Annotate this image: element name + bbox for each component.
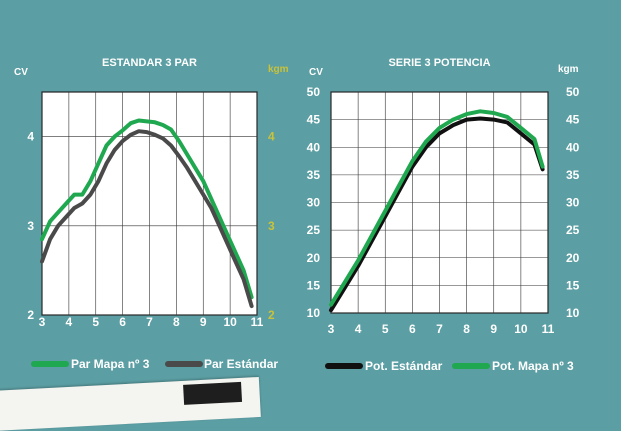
series-line-1 bbox=[40, 118, 254, 300]
y-tick-label: 15 bbox=[307, 278, 321, 292]
paper-dark-block bbox=[183, 381, 243, 405]
y2-axis-label: kgm bbox=[558, 64, 579, 75]
chart-title: ESTANDAR 3 PAR bbox=[102, 57, 197, 69]
x-tick-label: 7 bbox=[146, 315, 153, 329]
y-tick-label: 2 bbox=[27, 308, 34, 322]
x-tick-label: 8 bbox=[173, 315, 180, 329]
x-tick-label: 9 bbox=[490, 322, 497, 336]
x-tick-label: 8 bbox=[463, 322, 470, 336]
x-tick-label: 9 bbox=[200, 315, 207, 329]
y2-tick-label: 4 bbox=[268, 130, 275, 144]
legend-label: Pot. Mapa nº 3 bbox=[492, 359, 574, 373]
x-tick-label: 4 bbox=[66, 315, 73, 329]
x-tick-label: 10 bbox=[223, 315, 237, 329]
y-tick-label: 30 bbox=[307, 196, 321, 210]
legend-label: Par Estándar bbox=[204, 357, 278, 371]
y2-tick-label: 45 bbox=[566, 113, 580, 127]
y2-tick-label: 40 bbox=[566, 140, 580, 154]
legend-label: Par Mapa nº 3 bbox=[71, 357, 150, 371]
x-tick-label: 3 bbox=[328, 322, 335, 336]
x-tick-label: 6 bbox=[119, 315, 126, 329]
x-tick-label: 4 bbox=[355, 322, 362, 336]
chart-title: SERIE 3 POTENCIA bbox=[388, 57, 490, 69]
y-axis-label: CV bbox=[309, 67, 323, 78]
x-tick-label: 6 bbox=[409, 322, 416, 336]
y-tick-label: 35 bbox=[307, 168, 321, 182]
y2-tick-label: 30 bbox=[566, 196, 580, 210]
y2-tick-label: 3 bbox=[268, 219, 275, 233]
y2-tick-label: 10 bbox=[566, 306, 580, 320]
x-tick-label: 5 bbox=[92, 315, 99, 329]
y-axis-label: CV bbox=[14, 67, 28, 78]
series-line-2 bbox=[329, 109, 545, 307]
y-tick-label: 10 bbox=[307, 306, 321, 320]
x-tick-label: 10 bbox=[514, 322, 528, 336]
y-tick-label: 45 bbox=[307, 113, 321, 127]
y2-tick-label: 35 bbox=[566, 168, 580, 182]
legend-label: Pot. Estándar bbox=[365, 359, 443, 373]
x-tick-label: 3 bbox=[39, 315, 46, 329]
y-tick-label: 3 bbox=[27, 219, 34, 233]
y2-tick-label: 15 bbox=[566, 278, 580, 292]
x-tick-label: 11 bbox=[542, 322, 555, 336]
y2-tick-label: 50 bbox=[566, 85, 580, 99]
y2-axis-label: kgm bbox=[268, 64, 289, 75]
x-tick-label: 5 bbox=[382, 322, 389, 336]
y-tick-label: 40 bbox=[307, 140, 321, 154]
y-tick-label: 20 bbox=[307, 251, 321, 265]
x-tick-label: 7 bbox=[436, 322, 443, 336]
series-line-2 bbox=[40, 129, 254, 309]
y-tick-label: 4 bbox=[27, 130, 34, 144]
y2-tick-label: 2 bbox=[268, 308, 275, 322]
y2-tick-label: 20 bbox=[566, 251, 580, 265]
series-line-1 bbox=[329, 116, 545, 313]
y-tick-label: 25 bbox=[307, 223, 321, 237]
y-tick-label: 50 bbox=[307, 85, 321, 99]
x-tick-label: 11 bbox=[251, 315, 264, 329]
y2-tick-label: 25 bbox=[566, 223, 580, 237]
